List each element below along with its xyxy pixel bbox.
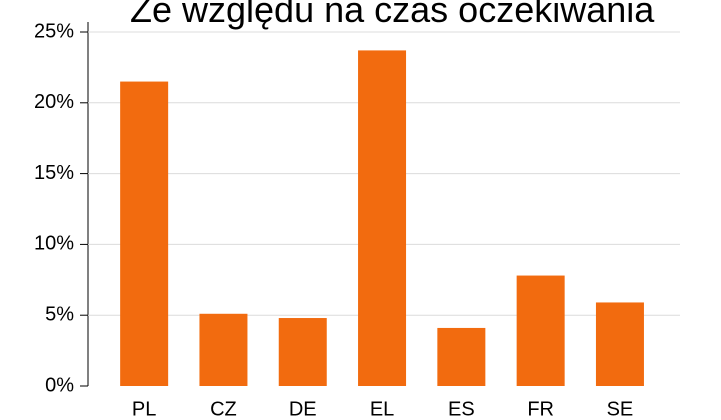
bar [278,318,327,386]
bar [358,50,407,387]
y-tick-label: 0% [45,374,74,396]
bar [120,81,169,386]
x-tick-label: EL [370,398,394,420]
y-tick-label: 20% [34,91,74,113]
y-tick-label: 25% [34,20,74,42]
x-tick-label: SE [607,398,634,420]
x-tick-label: PL [132,398,156,420]
y-tick-label: 10% [34,233,74,255]
x-tick-label: CZ [210,398,237,420]
x-tick-label: FR [527,398,554,420]
y-tick-label: 15% [34,162,74,184]
x-tick-label: DE [289,398,317,420]
chart-title: Ze względu na czas oczekiwania [130,0,655,30]
x-tick-label: ES [448,398,475,420]
bar [199,313,248,386]
bar [516,275,565,386]
bar [595,302,644,386]
y-tick-label: 5% [45,303,74,325]
bar [437,327,486,386]
